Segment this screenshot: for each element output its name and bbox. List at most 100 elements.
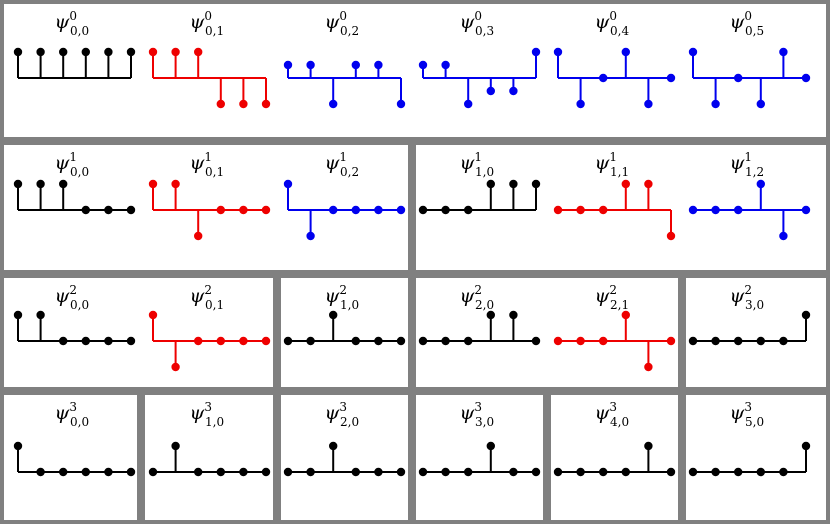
- basis-label: ψ1 1,2: [730, 150, 765, 179]
- stem-marker: [104, 467, 113, 477]
- group-box: ψ2 0,0 ψ2 0,1: [0, 274, 277, 391]
- stem-marker: [711, 99, 720, 109]
- basis-label: ψ3 4,0: [595, 400, 630, 429]
- stem-plot: ψ0 0,3: [418, 9, 541, 109]
- stem-marker: [756, 467, 765, 477]
- stem-marker: [734, 205, 743, 215]
- label-subscript: 2,0: [340, 415, 359, 429]
- label-superscript: 3: [339, 400, 347, 414]
- group-frame: [682, 391, 830, 524]
- stem-marker: [59, 47, 68, 57]
- stem-marker: [509, 86, 518, 96]
- group-frame: [412, 141, 830, 274]
- label-symbol: ψ: [55, 402, 71, 424]
- label-subscript: 0,3: [475, 24, 494, 38]
- stem-plot: ψ2 0,0: [13, 283, 136, 346]
- label-subscript: 0,1: [205, 24, 224, 38]
- stem-plot: ψ1 0,0: [13, 150, 136, 215]
- label-subscript: 0,0: [70, 415, 89, 429]
- stem-marker: [688, 205, 698, 215]
- stem-plot: ψ3 2,0: [283, 400, 406, 477]
- stem-marker: [171, 362, 180, 372]
- stem-marker: [396, 336, 406, 346]
- stem-marker: [104, 205, 113, 215]
- label-symbol: ψ: [730, 152, 746, 174]
- stem-marker: [351, 336, 360, 346]
- stem-marker: [779, 467, 788, 477]
- basis-label: ψ2 1,0: [325, 283, 360, 312]
- stem-marker: [329, 99, 338, 109]
- label-subscript: 0,0: [70, 24, 89, 38]
- label-symbol: ψ: [55, 285, 71, 307]
- stem-marker: [351, 467, 360, 477]
- stem-marker: [81, 205, 91, 215]
- stem-marker: [509, 310, 518, 320]
- label-subscript: 0,2: [340, 165, 359, 179]
- stem-marker: [329, 310, 338, 320]
- label-superscript: 1: [744, 150, 752, 164]
- stem-marker: [194, 47, 203, 57]
- stem-marker: [216, 99, 225, 109]
- stem-marker: [688, 336, 698, 346]
- stem-marker: [553, 47, 563, 57]
- stem-marker: [36, 467, 45, 477]
- stem-marker: [148, 179, 158, 189]
- group-frame: [277, 274, 412, 391]
- stem-marker: [644, 362, 653, 372]
- stem-marker: [801, 73, 811, 83]
- label-symbol: ψ: [730, 11, 746, 33]
- label-symbol: ψ: [190, 402, 206, 424]
- stem-plot: ψ1 1,2: [688, 150, 811, 241]
- label-subscript: 1,0: [475, 165, 494, 179]
- label-symbol: ψ: [190, 285, 206, 307]
- stem-marker: [36, 179, 45, 189]
- stem-marker: [666, 467, 676, 477]
- stem-marker: [531, 47, 541, 57]
- basis-label: ψ3 3,0: [460, 400, 495, 429]
- stem-marker: [621, 179, 630, 189]
- stem-marker: [576, 336, 585, 346]
- group-box: ψ3 0,0: [0, 391, 141, 524]
- label-symbol: ψ: [460, 402, 476, 424]
- stem-marker: [374, 205, 383, 215]
- label-symbol: ψ: [595, 152, 611, 174]
- stem-marker: [531, 179, 541, 189]
- stem-marker: [418, 60, 428, 70]
- stem-marker: [576, 205, 585, 215]
- stem-marker: [351, 60, 360, 70]
- label-symbol: ψ: [460, 11, 476, 33]
- stem-marker: [666, 336, 676, 346]
- stem-marker: [734, 336, 743, 346]
- stem-marker: [734, 73, 743, 83]
- stem-marker: [464, 99, 473, 109]
- group-frame: [682, 274, 830, 391]
- stem-marker: [171, 47, 180, 57]
- label-superscript: 2: [204, 283, 212, 297]
- label-subscript: 3,0: [475, 415, 494, 429]
- label-subscript: 1,2: [745, 165, 764, 179]
- basis-label: ψ1 0,1: [190, 150, 225, 179]
- stem-marker: [734, 467, 743, 477]
- label-superscript: 1: [474, 150, 482, 164]
- basis-label: ψ1 1,0: [460, 150, 495, 179]
- level-row-1: ψ1 0,0 ψ1 0,1 ψ1 0,2 ψ1 1,0 ψ1 1,1 ψ1 1,2: [0, 141, 830, 274]
- stem-plot: ψ3 1,0: [148, 400, 271, 477]
- stem-marker: [104, 47, 113, 57]
- basis-label: ψ3 1,0: [190, 400, 225, 429]
- basis-label: ψ3 5,0: [730, 400, 765, 429]
- label-subscript: 0,4: [610, 24, 629, 38]
- stem-marker: [553, 467, 563, 477]
- label-symbol: ψ: [595, 11, 611, 33]
- stem-marker: [418, 205, 428, 215]
- stem-marker: [239, 467, 248, 477]
- stem-marker: [81, 47, 91, 57]
- stem-marker: [283, 60, 293, 70]
- stem-marker: [126, 47, 136, 57]
- stem-marker: [441, 60, 450, 70]
- stem-marker: [553, 205, 563, 215]
- stem-marker: [148, 310, 158, 320]
- basis-label: ψ0 0,1: [190, 9, 225, 38]
- basis-label: ψ2 0,1: [190, 283, 225, 312]
- stem-marker: [688, 467, 698, 477]
